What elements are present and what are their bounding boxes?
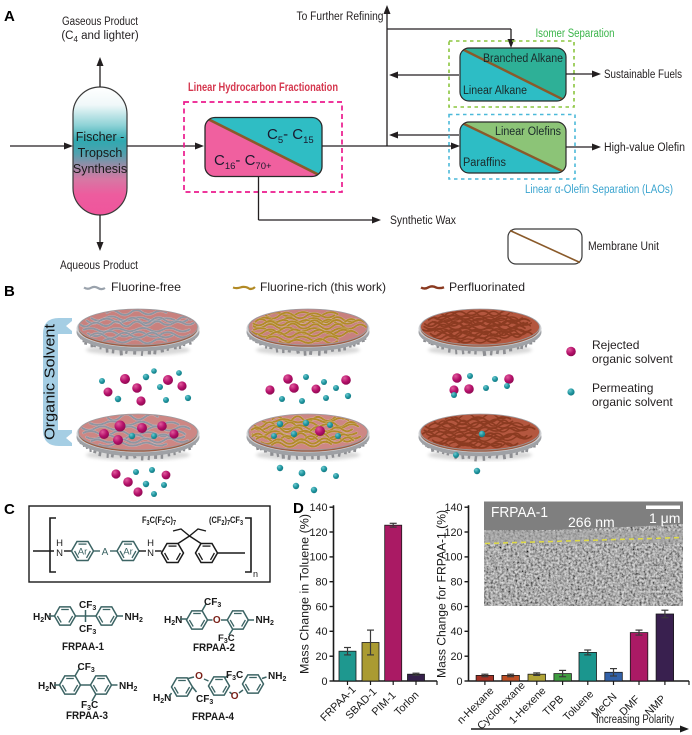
svg-text:Isomer Separation: Isomer Separation xyxy=(536,28,615,40)
svg-text:A: A xyxy=(102,547,109,558)
svg-text:Organic Solvent: Organic Solvent xyxy=(41,323,58,440)
svg-text:H: H xyxy=(56,538,63,549)
svg-text:CF3: CF3 xyxy=(78,662,95,674)
svg-text:40: 40 xyxy=(450,626,462,638)
svg-text:C: C xyxy=(4,501,15,518)
svg-text:Synthesis: Synthesis xyxy=(73,162,127,176)
svg-text:60: 60 xyxy=(450,601,462,613)
svg-text:NH2: NH2 xyxy=(256,615,274,627)
svg-text:Perfluorinated: Perfluorinated xyxy=(449,280,525,294)
svg-text:Linear Olefins: Linear Olefins xyxy=(495,126,561,138)
svg-text:Mass Change in Toluene (%): Mass Change in Toluene (%) xyxy=(298,514,312,674)
svg-text:Toluene: Toluene xyxy=(561,688,596,723)
svg-text:H2N: H2N xyxy=(153,693,171,705)
svg-text:80: 80 xyxy=(315,577,327,589)
svg-text:CF3: CF3 xyxy=(79,600,96,612)
svg-text:1 μm: 1 μm xyxy=(649,510,680,526)
svg-text:To Further Refining: To Further Refining xyxy=(297,11,384,23)
svg-text:N: N xyxy=(56,548,63,559)
svg-text:NH2: NH2 xyxy=(268,671,286,683)
svg-text:F3C: F3C xyxy=(218,633,235,645)
svg-text:Membrane Unit: Membrane Unit xyxy=(588,241,660,253)
svg-text:Paraffins: Paraffins xyxy=(463,157,506,169)
svg-text:120: 120 xyxy=(309,527,327,539)
svg-text:N: N xyxy=(147,548,154,559)
svg-text:Linear α-Olefin Separation (LA: Linear α-Olefin Separation (LAOs) xyxy=(525,184,673,196)
svg-text:CF3: CF3 xyxy=(79,624,96,636)
svg-text:H2N: H2N xyxy=(164,615,182,627)
svg-text:H2N: H2N xyxy=(38,681,56,693)
svg-text:Torlon: Torlon xyxy=(392,689,421,718)
svg-text:O: O xyxy=(195,671,203,682)
svg-text:H2N: H2N xyxy=(33,612,51,624)
svg-text:Fluorine-free: Fluorine-free xyxy=(111,280,181,294)
svg-text:O: O xyxy=(213,615,221,626)
svg-text:140: 140 xyxy=(309,502,327,514)
svg-text:Synthetic Wax: Synthetic Wax xyxy=(390,215,456,227)
svg-text:organic solvent: organic solvent xyxy=(592,352,673,366)
svg-text:D: D xyxy=(293,500,304,517)
svg-text:Fluorine-rich (this work): Fluorine-rich (this work) xyxy=(260,280,386,294)
svg-text:Sustainable Fuels: Sustainable Fuels xyxy=(604,69,682,81)
svg-text:Mass Change for FRPAA-1 (%): Mass Change for FRPAA-1 (%) xyxy=(435,510,449,678)
svg-text:Aqueous Product: Aqueous Product xyxy=(60,260,139,272)
svg-text:FRPAA-1: FRPAA-1 xyxy=(491,505,548,521)
svg-text:F3C(F2C)7: F3C(F2C)7 xyxy=(142,515,176,527)
svg-text:H: H xyxy=(147,538,154,549)
svg-text:(CF2)7CF3: (CF2)7CF3 xyxy=(209,515,243,527)
svg-text:100: 100 xyxy=(444,552,462,564)
svg-text:NH2: NH2 xyxy=(119,681,137,693)
svg-text:100: 100 xyxy=(309,552,327,564)
svg-text:40: 40 xyxy=(315,626,327,638)
svg-text:Tropsch: Tropsch xyxy=(78,146,123,160)
svg-text:266 nm: 266 nm xyxy=(568,514,615,530)
svg-text:B: B xyxy=(4,283,15,300)
svg-text:F3C: F3C xyxy=(81,700,98,712)
svg-text:High-value Olefin: High-value Olefin xyxy=(604,142,685,154)
svg-text:O: O xyxy=(231,691,239,702)
svg-text:0: 0 xyxy=(456,676,462,688)
svg-text:20: 20 xyxy=(450,651,462,663)
svg-text:Linear Alkane: Linear Alkane xyxy=(463,85,527,97)
svg-text:Linear Hydrocarbon Fractionati: Linear Hydrocarbon Fractionation xyxy=(188,80,338,94)
svg-text:(C4 and lighter): (C4 and lighter) xyxy=(61,30,138,44)
svg-text:CF3: CF3 xyxy=(204,597,221,609)
svg-text:NH2: NH2 xyxy=(125,612,143,624)
svg-text:140: 140 xyxy=(444,502,462,514)
svg-text:FRPAA-4: FRPAA-4 xyxy=(192,711,235,723)
svg-text:FRPAA-2: FRPAA-2 xyxy=(193,642,235,654)
svg-text:FRPAA-3: FRPAA-3 xyxy=(66,710,108,722)
svg-text:Branched Alkane: Branched Alkane xyxy=(483,53,563,65)
svg-text:Ar: Ar xyxy=(123,547,133,558)
svg-text:organic solvent: organic solvent xyxy=(592,395,673,409)
svg-text:0: 0 xyxy=(321,676,327,688)
svg-text:20: 20 xyxy=(315,651,327,663)
svg-text:Ar: Ar xyxy=(78,547,88,558)
svg-text:CF3: CF3 xyxy=(196,694,213,706)
svg-text:n: n xyxy=(253,569,258,579)
svg-text:Rejected: Rejected xyxy=(592,338,639,352)
svg-text:60: 60 xyxy=(315,601,327,613)
svg-text:A: A xyxy=(4,8,15,25)
svg-text:Increasing Polarity: Increasing Polarity xyxy=(596,714,674,726)
svg-text:F3C: F3C xyxy=(226,670,243,682)
svg-text:120: 120 xyxy=(444,527,462,539)
svg-text:Permeating: Permeating xyxy=(592,381,653,395)
svg-text:Fischer -: Fischer - xyxy=(76,130,125,144)
svg-text:FRPAA-1: FRPAA-1 xyxy=(62,641,104,653)
svg-text:Gaseous Product: Gaseous Product xyxy=(62,16,139,28)
svg-text:80: 80 xyxy=(450,577,462,589)
